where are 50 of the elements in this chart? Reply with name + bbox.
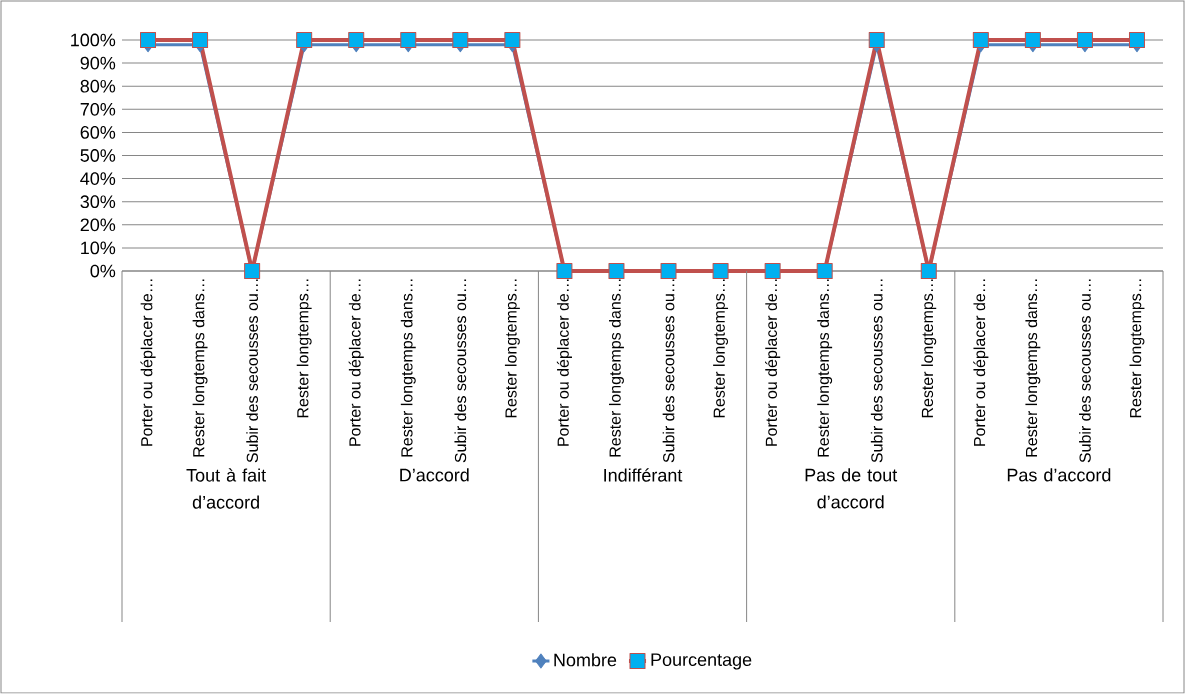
x-tick-label: Porter ou déplacer de… xyxy=(348,279,364,446)
legend-label: Nombre xyxy=(554,653,617,667)
y-tick-label: 20% xyxy=(80,218,116,232)
x-tick-label: Rester longtemps dans… xyxy=(192,279,208,457)
point xyxy=(868,32,885,49)
point xyxy=(1076,32,1093,49)
y-tick-label: 80% xyxy=(80,79,116,93)
text: D’accord xyxy=(400,468,469,482)
point xyxy=(504,32,521,49)
x-tick-label: Subir des secousses ou… xyxy=(662,279,675,463)
legend-label: Pourcentage xyxy=(651,653,752,670)
y-tick-label: 70% xyxy=(80,102,116,116)
text: Indifférant xyxy=(604,468,683,482)
x-tick-label: Rester longtemps… xyxy=(921,279,937,418)
x-tick-label: Porter ou déplacer de… xyxy=(556,279,572,446)
point xyxy=(192,32,209,49)
x-tick-label: Rester longtemps… xyxy=(713,279,729,418)
y-tick-label: 30% xyxy=(80,195,116,209)
point xyxy=(296,32,313,49)
x-tick-label: Rester longtemps dans… xyxy=(817,279,833,457)
text: Tout à fait d’accord xyxy=(186,468,266,509)
x-tick-label: Subir des secousses ou… xyxy=(870,279,883,463)
y-tick-label: 40% xyxy=(80,172,116,185)
point xyxy=(972,32,989,49)
y-tick-label: 50% xyxy=(80,149,116,162)
y-tick-label: 100% xyxy=(71,33,116,47)
x-tick-label: Rester longtemps… xyxy=(1129,279,1145,418)
point xyxy=(348,32,365,49)
x-tick-label: Porter ou déplacer de… xyxy=(140,279,156,446)
y-tick-label: 0% xyxy=(90,264,116,278)
y-tick-label: 90% xyxy=(80,56,116,70)
x-tick-label: Porter ou déplacer de… xyxy=(973,279,989,446)
x-tick-label: Rester longtemps… xyxy=(504,279,520,418)
x-tick-label: Subir des secousses ou… xyxy=(246,279,258,463)
x-tick-label: Rester longtemps dans… xyxy=(1025,279,1041,457)
point xyxy=(1024,32,1041,49)
point xyxy=(452,32,469,49)
text: Pas d’accord xyxy=(1007,468,1111,482)
x-tick-label: Subir des secousses ou… xyxy=(1079,279,1091,463)
text: Pas de tout d’accord xyxy=(805,468,898,509)
point xyxy=(1128,32,1145,49)
x-tick-label: Rester longtemps dans… xyxy=(400,279,416,457)
point xyxy=(140,32,157,49)
y-tick-label: 60% xyxy=(80,126,116,139)
x-tick-label: Rester longtemps… xyxy=(296,279,312,418)
x-tick-label: Subir des secousses ou… xyxy=(454,279,467,463)
x-tick-label: Porter ou déplacer de… xyxy=(765,279,781,446)
y-tick-label: 10% xyxy=(81,241,116,255)
x-tick-label: Rester longtemps dans… xyxy=(609,279,624,457)
point xyxy=(400,32,417,49)
